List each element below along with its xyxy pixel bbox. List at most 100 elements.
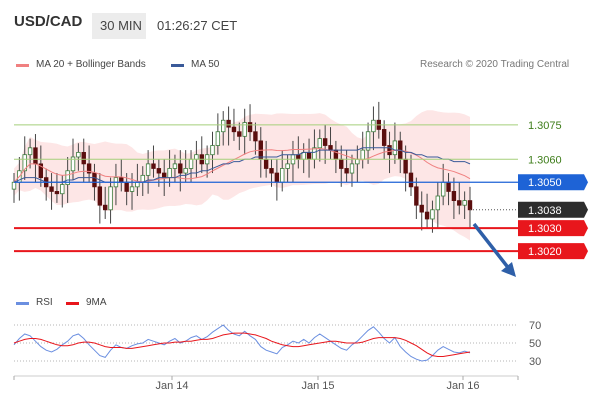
bullish-candle: [221, 119, 226, 133]
bearish-candle: [231, 126, 237, 133]
bullish-candle: [60, 184, 65, 195]
x-tick-label: Jan 14: [155, 380, 188, 392]
bearish-candle: [81, 151, 86, 165]
last-price-label: 1.3038: [528, 205, 562, 217]
bearish-candle: [124, 181, 129, 192]
rsi-legend-swatch: [16, 302, 29, 305]
rsi-ma-legend-label: 9MA: [86, 297, 107, 308]
bearish-candle: [54, 191, 60, 195]
bearish-candle: [178, 163, 183, 174]
bullish-candle: [22, 154, 27, 172]
bearish-candle: [457, 200, 462, 206]
bearish-candle: [226, 119, 231, 128]
research-credit: Research © 2020 Trading Central: [420, 59, 570, 70]
bearish-candle: [151, 163, 156, 169]
bearish-candle: [296, 154, 301, 160]
bearish-candle: [446, 181, 451, 192]
timeframe-label: 30 MIN: [100, 18, 142, 33]
bearish-candle: [97, 186, 103, 206]
bullish-candle: [440, 181, 446, 197]
bearish-candle: [424, 211, 430, 220]
ma20-line: [13, 147, 471, 183]
symbol-title: USD/CAD: [14, 13, 83, 30]
bearish-candle: [467, 200, 473, 211]
resistance-label: 1.3060: [528, 154, 562, 166]
bearish-candle: [119, 177, 124, 183]
bullish-candle: [65, 170, 70, 185]
bearish-candle: [328, 145, 333, 151]
trend-arrow-shaft: [472, 222, 512, 272]
bullish-candle: [108, 186, 113, 211]
bullish-candle: [242, 122, 247, 137]
bearish-candle: [419, 204, 424, 213]
bearish-candle: [156, 168, 162, 174]
bearish-candle: [339, 158, 344, 169]
bullish-candle: [430, 209, 435, 220]
bullish-candle: [129, 186, 135, 192]
timeframe-badge[interactable]: [92, 13, 146, 39]
bullish-candle: [349, 163, 355, 174]
bearish-candle: [86, 163, 92, 174]
bullish-candle: [462, 200, 467, 206]
bullish-candle: [371, 119, 376, 133]
bollinger-band-area: [14, 110, 470, 241]
bearish-candle: [381, 129, 387, 146]
bollinger-legend-swatch: [16, 64, 29, 67]
bullish-candle: [70, 156, 76, 172]
bearish-candle: [253, 131, 258, 142]
bullish-candle: [167, 168, 172, 179]
clock-time: 01:26:27 CET: [157, 18, 238, 33]
pivot-tag: [518, 174, 588, 191]
pivot-label: 1.3050: [528, 177, 562, 189]
bearish-candle: [247, 122, 253, 133]
bullish-candle: [183, 168, 188, 174]
last-price-tag: [518, 201, 588, 218]
rsi-legend-label: RSI: [36, 297, 53, 308]
rsi-level-label: 30: [529, 356, 541, 368]
x-tick-label: Jan 15: [301, 380, 334, 392]
support-label: 1.3030: [528, 223, 562, 235]
bearish-candle: [322, 138, 328, 146]
bullish-candle: [11, 181, 17, 190]
bearish-candle: [451, 191, 457, 202]
bullish-candle: [76, 151, 81, 158]
rsi-level-label: 70: [529, 320, 541, 332]
support-tag: [518, 243, 588, 260]
bearish-candle: [274, 172, 280, 183]
bullish-candle: [194, 154, 199, 160]
ma50-legend-label: MA 50: [191, 59, 220, 70]
rsi-ma-line: [13, 332, 471, 357]
bullish-candle: [312, 147, 317, 160]
bearish-candle: [162, 172, 167, 179]
rsi-level-label: 50: [529, 338, 541, 350]
rsi-ma-legend-swatch: [66, 302, 79, 305]
bearish-candle: [403, 158, 408, 174]
ma50-legend-swatch: [171, 64, 184, 67]
support-tag: [518, 220, 588, 237]
support-label: 1.3020: [528, 246, 562, 258]
bullish-candle: [135, 181, 140, 188]
bullish-candle: [360, 149, 365, 160]
bullish-candle: [188, 158, 194, 169]
bullish-candle: [365, 131, 371, 151]
bullish-candle: [392, 140, 398, 156]
bullish-candle: [317, 138, 322, 149]
bearish-candle: [92, 172, 97, 188]
resistance-label: 1.3075: [528, 120, 562, 132]
bearish-candle: [344, 168, 349, 174]
trend-arrow-head: [501, 262, 516, 277]
bullish-candle: [435, 195, 441, 211]
bearish-candle: [263, 158, 269, 169]
x-tick-label: Jan 16: [446, 380, 479, 392]
bearish-candle: [38, 163, 44, 179]
bullish-candle: [27, 147, 33, 156]
bullish-candle: [285, 163, 290, 169]
bearish-candle: [408, 172, 414, 188]
bearish-candle: [237, 131, 242, 137]
bearish-candle: [306, 151, 312, 160]
bullish-candle: [280, 168, 285, 183]
ma50-line: [13, 147, 471, 183]
bullish-candle: [210, 145, 215, 156]
chart-header: USD/CAD 30 MIN 01:26:27 CET: [0, 0, 598, 40]
